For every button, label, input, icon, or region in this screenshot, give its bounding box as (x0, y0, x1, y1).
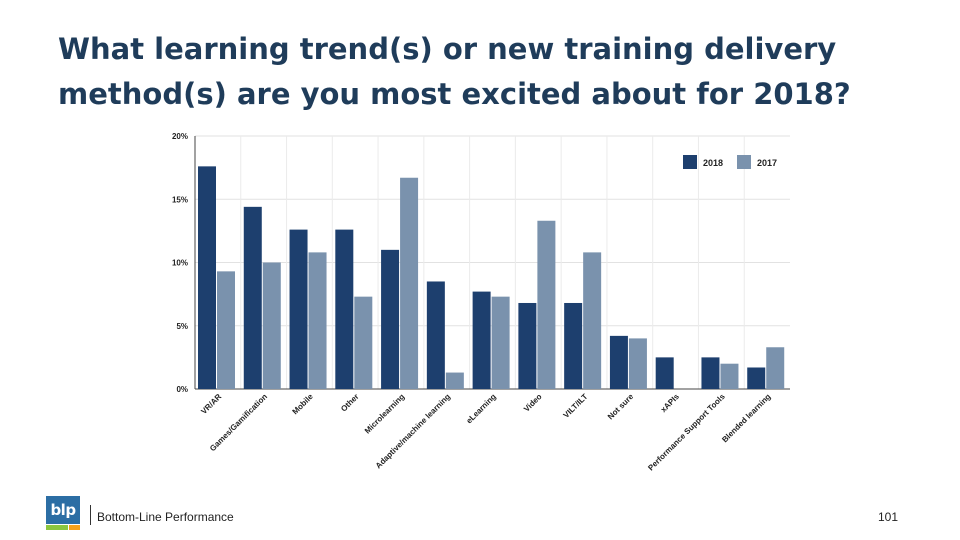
bar-2017-6 (491, 296, 510, 389)
bar-2017-7 (537, 220, 556, 389)
logo-mark: blp (46, 496, 80, 524)
legend-swatch-2018 (683, 155, 697, 169)
x-tick-label: Microlearning (363, 392, 407, 436)
x-tick-label: xAPIs (659, 392, 681, 414)
bar-2018-12 (747, 367, 766, 389)
footer-divider (90, 505, 91, 525)
bar-2018-8 (564, 302, 583, 389)
x-tick-label: VR/AR (199, 392, 223, 416)
bar-2018-2 (289, 229, 308, 389)
bar-2017-8 (583, 252, 602, 389)
bar-2018-7 (518, 302, 537, 389)
bar-2018-1 (243, 206, 262, 389)
x-tick-label: Blended learning (720, 392, 772, 444)
bar-2017-12 (766, 347, 785, 389)
bar-2018-11 (701, 357, 720, 389)
y-tick-label: 15% (172, 195, 188, 204)
legend-swatch-2017 (737, 155, 751, 169)
x-tick-label: VILT/ILT (562, 392, 590, 420)
bar-2018-0 (198, 166, 216, 389)
x-tick-label: eLearning (465, 392, 498, 425)
bar-2017-3 (354, 296, 373, 389)
company-name: Bottom-Line Performance (97, 510, 234, 524)
logo-green-bar (46, 525, 68, 530)
bar-2017-1 (262, 262, 281, 389)
page-number: 101 (878, 510, 899, 524)
bar-2017-0 (217, 271, 235, 389)
x-tick-label: Video (522, 392, 544, 414)
x-tick-label: Performance Support Tools (646, 392, 727, 473)
bar-2018-3 (335, 229, 354, 389)
bar-2018-6 (472, 291, 491, 389)
bar-2018-5 (426, 281, 445, 389)
legend-label-2018: 2018 (703, 158, 723, 168)
y-tick-label: 5% (176, 322, 188, 331)
x-tick-label: Other (339, 392, 360, 413)
title-line-2: method(s) are you most excited about for… (58, 77, 851, 111)
bar-2018-10 (655, 357, 674, 389)
company-logo: blp (46, 496, 80, 530)
slide-title: What learning trend(s) or new training d… (58, 27, 918, 117)
bar-2017-5 (445, 372, 464, 389)
bar-2018-9 (609, 335, 628, 389)
bar-2017-2 (308, 252, 327, 389)
logo-orange-bar (69, 525, 80, 530)
x-tick-label: Not sure (606, 392, 636, 422)
bar-2017-11 (720, 363, 739, 389)
title-line-1: What learning trend(s) or new training d… (58, 32, 837, 66)
y-tick-label: 0% (176, 385, 188, 394)
x-tick-label: Adaptive/machine learning (374, 392, 452, 470)
y-tick-label: 20% (172, 132, 188, 141)
x-tick-label: Mobile (291, 392, 316, 417)
bar-2017-4 (400, 177, 419, 389)
bar-2017-9 (628, 338, 647, 389)
legend-label-2017: 2017 (757, 158, 777, 168)
y-tick-label: 10% (172, 259, 188, 268)
bar-2018-4 (381, 249, 400, 389)
